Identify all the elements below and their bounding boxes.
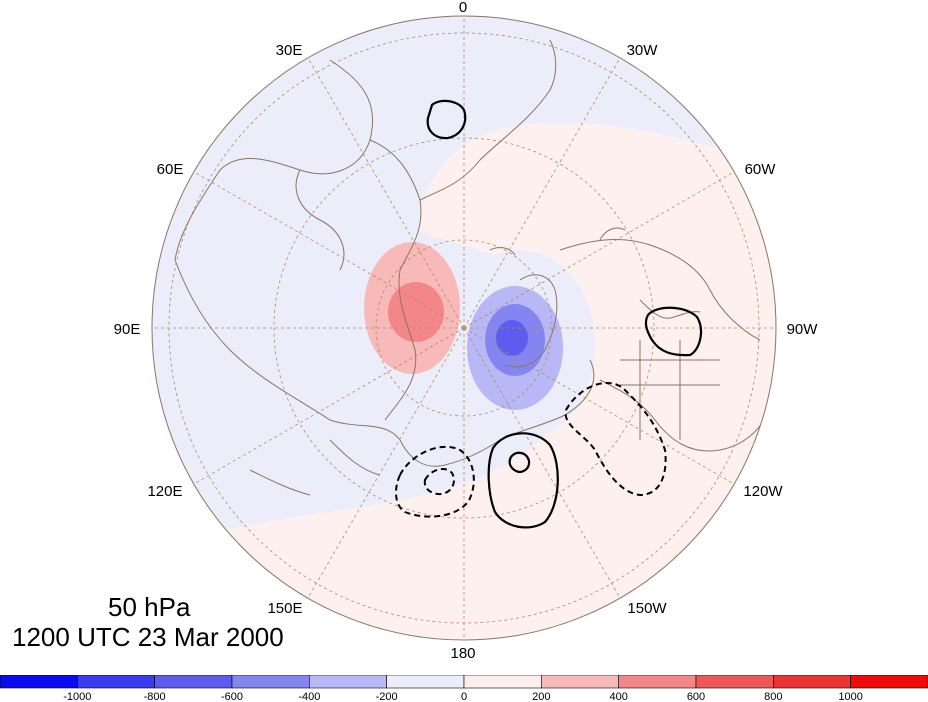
lon-label-60w: 60W (745, 161, 777, 178)
colorbar-box (850, 675, 928, 689)
colorbar-tick-label: 400 (609, 691, 627, 702)
colorbar-boxes (0, 675, 928, 689)
colorbar-box (231, 675, 310, 689)
colorbar-box (154, 675, 233, 689)
contour-alaska (564, 381, 667, 497)
colorbar-box (463, 675, 542, 689)
colorbar-box (309, 675, 387, 689)
colorbar-tick-label: -200 (376, 691, 398, 702)
contour-north-america (644, 306, 703, 357)
colorbar-tick-label: 800 (764, 691, 782, 702)
lon-label-120w: 120W (743, 483, 783, 500)
longitude-labels: 0 30W 60W 90W 120W 150W 180 150E 120E 90… (114, 0, 819, 662)
contour-pacific-inner (508, 451, 531, 473)
contour-kamchatka-inner (423, 468, 455, 496)
colorbar-box (695, 675, 774, 689)
valid-time-title: 1200 UTC 23 Mar 2000 (12, 622, 284, 652)
lon-label-120e: 120E (147, 483, 182, 500)
colorbar-box (541, 675, 619, 689)
colorbar-tick-label: -800 (144, 691, 166, 702)
pressure-level-title: 50 hPa (108, 592, 191, 622)
coastlines (174, 39, 771, 496)
colorbar-tick-label: 600 (687, 691, 705, 702)
lon-label-90e: 90E (114, 321, 141, 338)
contour-kamchatka-outer (395, 445, 475, 518)
positive-anomaly-inner (388, 282, 444, 342)
negative-contours (395, 381, 667, 518)
map-border (151, 15, 777, 641)
colorbar-tick-label: 0 (461, 691, 467, 702)
lon-label-60e: 60E (157, 161, 184, 178)
colorbar-box (0, 675, 78, 689)
graticule (152, 16, 776, 640)
contour-scandinavia (426, 99, 467, 140)
map-disc (152, 16, 776, 640)
lon-label-30w: 30W (627, 42, 659, 59)
lon-label-180: 180 (450, 645, 475, 662)
positive-contours (426, 99, 703, 529)
colorbar-box (773, 675, 851, 689)
colorbar-tick-label: 1000 (838, 691, 862, 702)
lon-label-150w: 150W (627, 600, 667, 617)
lon-label-150e: 150E (267, 600, 302, 617)
lon-label-0: 0 (459, 0, 467, 16)
colorbar-tick-label: -400 (298, 691, 320, 702)
colorbar-tick-label: 200 (532, 691, 550, 702)
colorbar: -1000 -800 -600 -400 -200 0 200 400 600 800 1000 (0, 675, 928, 702)
colorbar-box (386, 675, 465, 689)
negative-anomaly-region (152, 16, 776, 540)
colorbar-tick-label: -1000 (63, 691, 91, 702)
colorbar-box (77, 675, 155, 689)
lon-label-30e: 30E (276, 42, 303, 59)
contour-pacific-outer (487, 432, 559, 529)
negative-anomaly-core (496, 320, 528, 356)
colorbar-tick-labels: -1000 -800 -600 -400 -200 0 200 400 600 800 1000 (63, 691, 863, 702)
colorbar-box (618, 675, 697, 689)
polar-stereographic-map: 0 30W 60W 90W 120W 150W 180 150E 120E 90… (114, 0, 819, 662)
colorbar-tick-label: -600 (221, 691, 243, 702)
lon-label-90w: 90W (787, 321, 819, 338)
